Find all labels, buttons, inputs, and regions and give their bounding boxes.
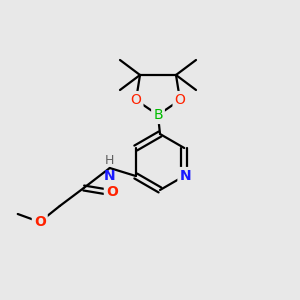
Text: O: O (130, 93, 141, 107)
Text: H: H (105, 154, 114, 167)
Text: O: O (34, 215, 46, 229)
Text: O: O (106, 185, 118, 199)
Text: B: B (153, 108, 163, 122)
Text: N: N (179, 169, 191, 183)
Text: N: N (104, 169, 116, 183)
Text: O: O (175, 93, 185, 107)
